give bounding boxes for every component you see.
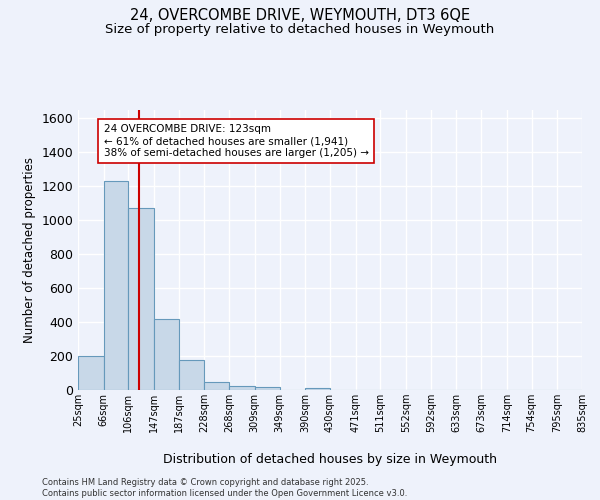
Y-axis label: Number of detached properties: Number of detached properties: [23, 157, 36, 343]
Bar: [128, 208, 154, 390]
Bar: [154, 318, 179, 390]
Text: Distribution of detached houses by size in Weymouth: Distribution of detached houses by size …: [163, 452, 497, 466]
Bar: [179, 360, 205, 390]
Bar: [305, 388, 330, 390]
Bar: [255, 388, 280, 390]
Bar: [229, 386, 255, 390]
Bar: [104, 182, 128, 390]
Bar: [78, 356, 104, 390]
Bar: [205, 382, 229, 390]
Text: Contains HM Land Registry data © Crown copyright and database right 2025.
Contai: Contains HM Land Registry data © Crown c…: [42, 478, 407, 498]
Text: 24, OVERCOMBE DRIVE, WEYMOUTH, DT3 6QE: 24, OVERCOMBE DRIVE, WEYMOUTH, DT3 6QE: [130, 8, 470, 22]
Text: 24 OVERCOMBE DRIVE: 123sqm
← 61% of detached houses are smaller (1,941)
38% of s: 24 OVERCOMBE DRIVE: 123sqm ← 61% of deta…: [104, 124, 368, 158]
Text: Size of property relative to detached houses in Weymouth: Size of property relative to detached ho…: [106, 22, 494, 36]
